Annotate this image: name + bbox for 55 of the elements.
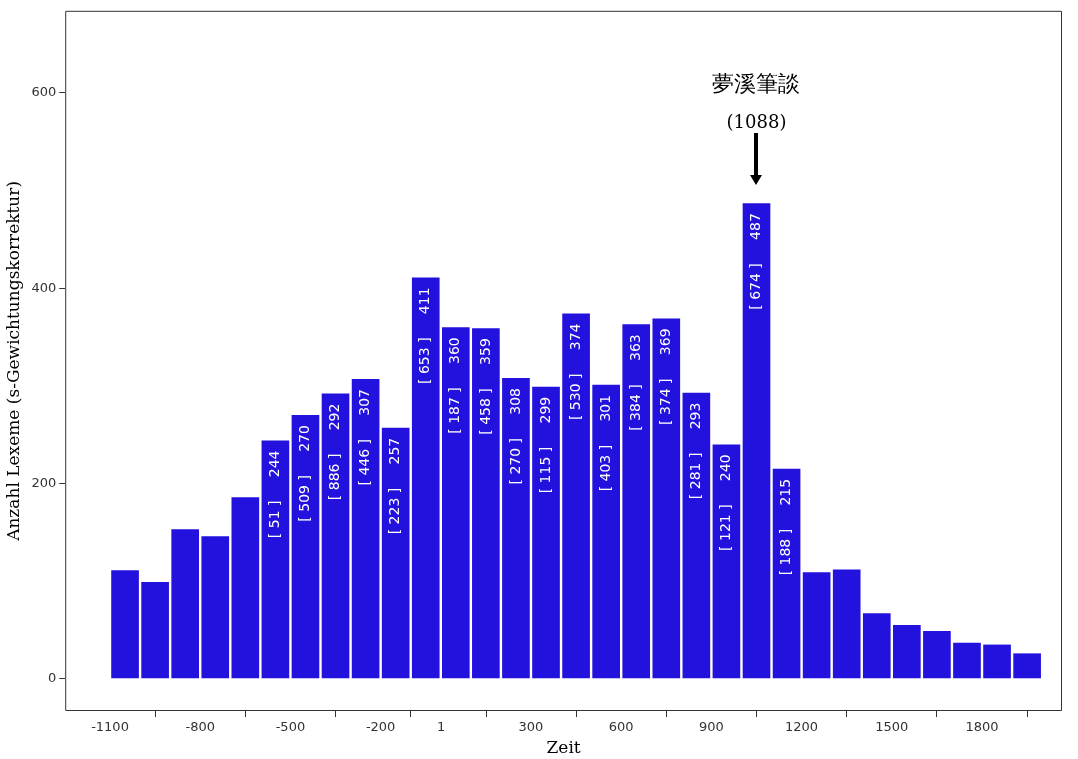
y-tick-label: 600 xyxy=(31,84,57,100)
data-label: 215 xyxy=(777,478,794,506)
x-tick-label: 1800 xyxy=(965,719,999,735)
annotation: [ 188 ] xyxy=(777,528,794,576)
annotation: [ 223 ] xyxy=(386,487,403,535)
x-axis-title: Zeit xyxy=(546,737,581,758)
annotation: [ 886 ] xyxy=(326,453,343,501)
data-label: 360 xyxy=(446,337,463,364)
y-tick-label: 400 xyxy=(31,279,57,295)
data-label: 299 xyxy=(536,396,553,424)
data-label: 374 xyxy=(566,323,583,351)
data-label: 270 xyxy=(296,425,313,452)
annotation: [ 446 ] xyxy=(356,438,373,486)
data-label: 359 xyxy=(476,338,493,365)
annotation: [ 187 ] xyxy=(446,387,463,434)
data-label: 240 xyxy=(717,454,734,482)
annotation: [ 458 ] xyxy=(476,388,493,435)
annotation: [ 374 ] xyxy=(656,378,673,425)
data-label: 307 xyxy=(356,388,373,416)
x-tick-label: 1 xyxy=(436,719,446,735)
data-label: 257 xyxy=(386,437,403,465)
annotation: [ 509 ] xyxy=(296,475,313,522)
annotation: [ 121 ] xyxy=(717,504,734,551)
annotation: [ 115 ] xyxy=(536,446,553,494)
data-label: 301 xyxy=(596,394,613,422)
annotation: (1088) xyxy=(726,110,787,132)
x-tick-label: -1100 xyxy=(91,719,129,735)
annotation: [ 281 ] xyxy=(687,452,703,500)
x-tick-label: 900 xyxy=(698,719,724,735)
data-label: 292 xyxy=(326,403,343,431)
data-label: 363 xyxy=(626,334,643,362)
x-tick-label: -500 xyxy=(275,719,306,735)
x-tick-label: -800 xyxy=(185,719,215,735)
data-label: 293 xyxy=(687,402,703,430)
x-tick-label: 1200 xyxy=(785,719,819,735)
x-tick-label: -200 xyxy=(365,719,396,735)
data-label: 369 xyxy=(656,328,673,356)
annotation: [ 653 ] xyxy=(416,337,433,384)
data-label: 411 xyxy=(416,287,433,315)
annotation: [ 384 ] xyxy=(626,384,643,431)
annotation: [ 270 ] xyxy=(506,437,523,485)
data-label: 308 xyxy=(506,387,523,415)
y-tick-label: 0 xyxy=(47,670,57,686)
x-tick-label: 1500 xyxy=(875,719,909,735)
x-tick-label: 300 xyxy=(518,719,544,735)
annotation: 夢溪筆談 xyxy=(712,70,801,96)
x-tick-label: 600 xyxy=(608,719,634,735)
annotation: [ 674 ] xyxy=(747,263,764,310)
data-label: 244 xyxy=(266,450,283,478)
annotation: [ 530 ] xyxy=(566,373,583,421)
y-tick-label: 200 xyxy=(31,474,57,490)
y-axis-title: Anzahl Lexeme (s-Gewichtungskorrektur) xyxy=(2,180,23,542)
annotation: [ 403 ] xyxy=(596,444,613,492)
data-label: 487 xyxy=(747,213,764,240)
annotation: [ 51 ] xyxy=(266,500,283,539)
